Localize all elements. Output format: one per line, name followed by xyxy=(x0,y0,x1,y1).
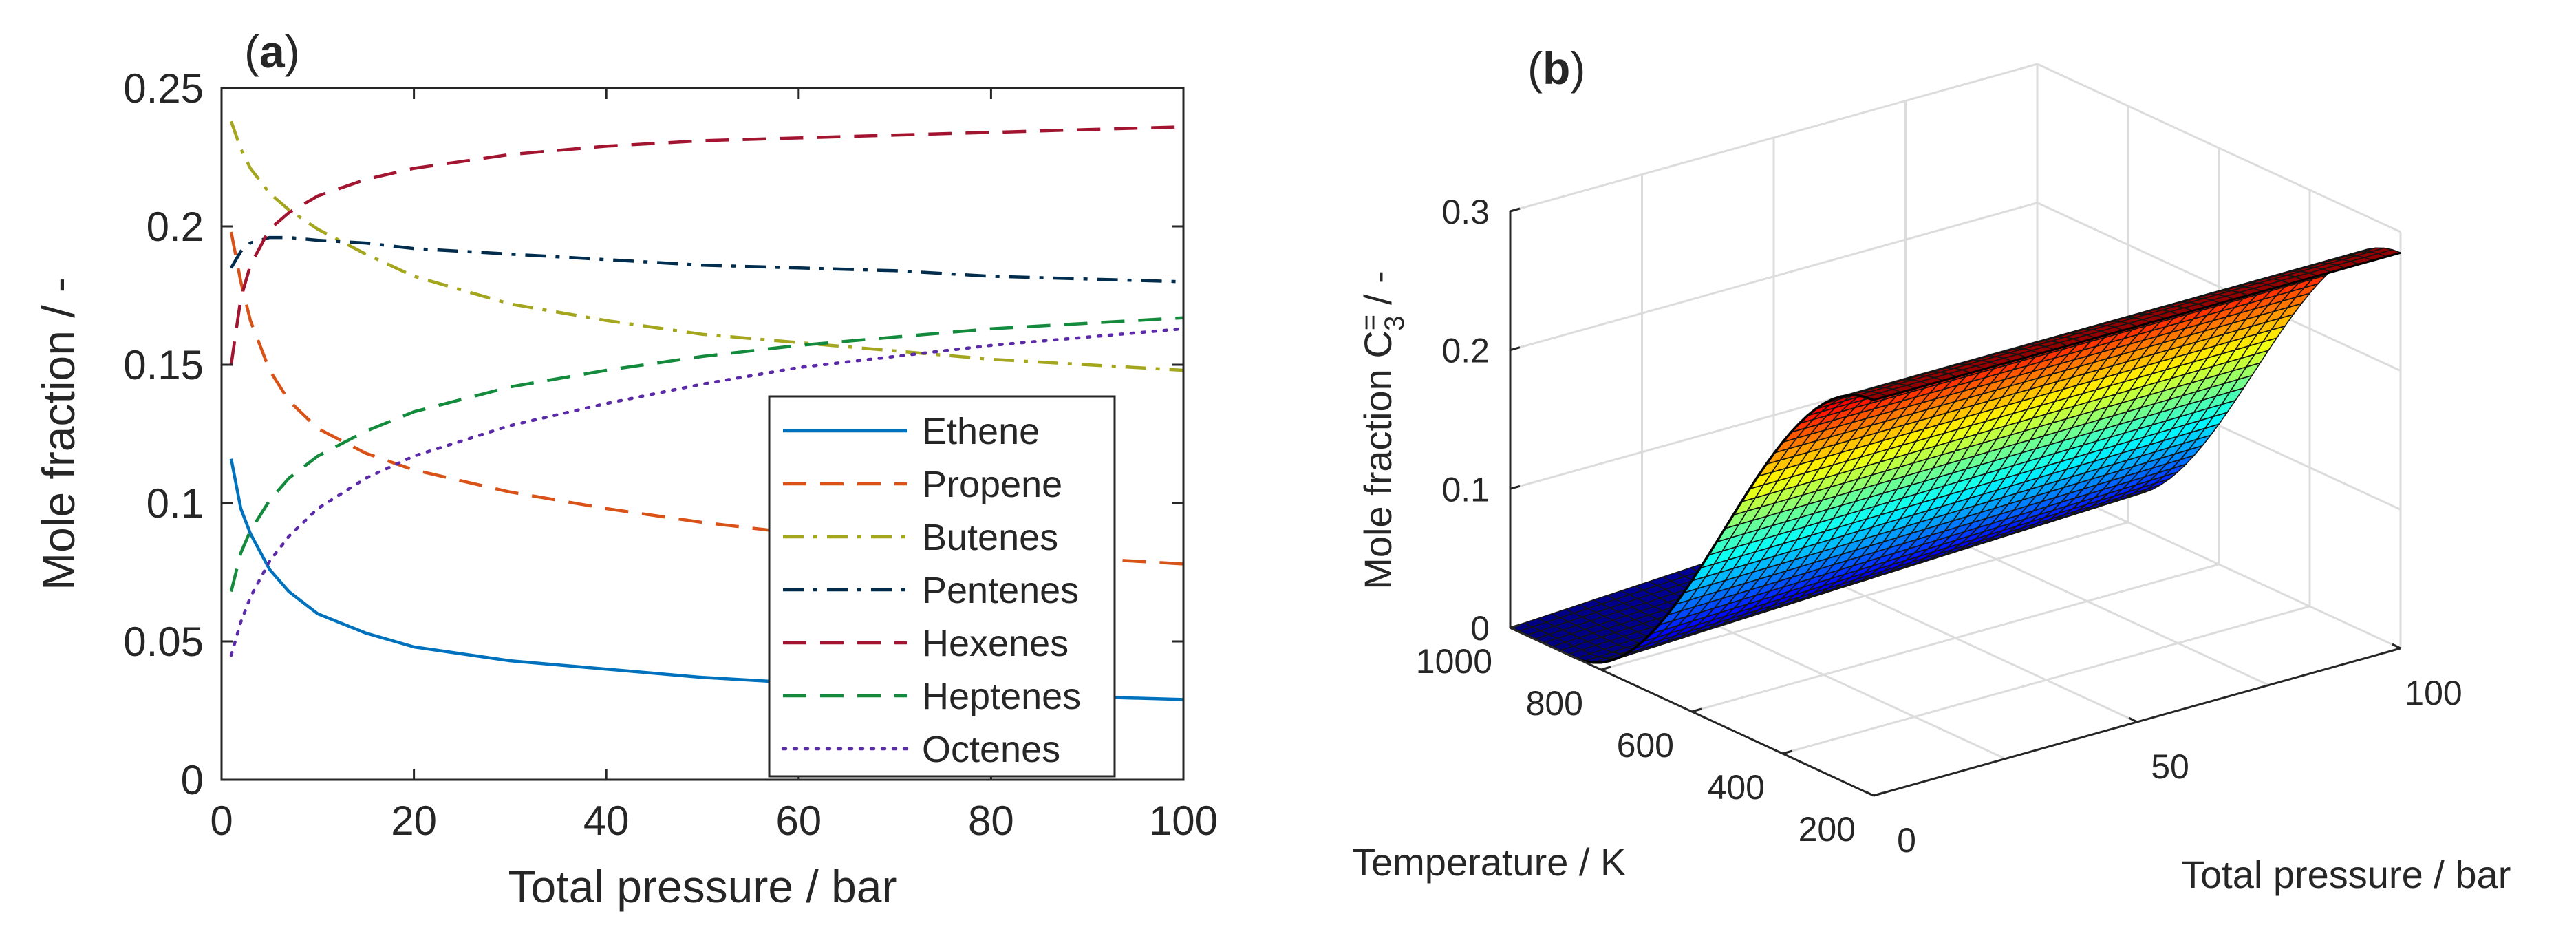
temperature-tick-label-2: 600 xyxy=(1617,726,1674,765)
legend-label-heptenes: Heptenes xyxy=(922,676,1081,717)
y-tick-label-4: 0.2 xyxy=(147,204,204,250)
panel-b-axes: 0 0.1 0.2 0.3 1000 800 600 400 200 0 50 100 xyxy=(1416,193,2462,860)
panel-a-line-chart: (a) 0 20 40 60 80 100 0 0.05 0.1 0.15 0.2 0.25 Tota… xyxy=(33,26,1218,912)
panel-a-axes-box xyxy=(220,87,1185,781)
z-tick-label-1: 0.1 xyxy=(1441,470,1490,509)
legend-label-propene: Propene xyxy=(922,464,1062,505)
grid-line-16 xyxy=(2037,202,2401,372)
panel-a-x-axis-label: Total pressure / bar xyxy=(508,861,897,912)
legend-label-hexenes: Hexenes xyxy=(922,623,1069,664)
temperature-tick-mark-4 xyxy=(1873,791,1884,797)
panel-b-y-axis-label: Total pressure / bar xyxy=(2181,853,2511,896)
panel-a-legend: Ethene Propene Butenes Pentenes Hexenes Hepte… xyxy=(768,395,1116,778)
temperature-tick-mark-3 xyxy=(1782,749,1793,755)
y-tick-label-5: 0.25 xyxy=(123,65,204,111)
legend-label-butenes: Butenes xyxy=(922,517,1058,558)
surface-low-t-edge xyxy=(1873,251,2401,401)
y-tick-label-2: 0.1 xyxy=(147,480,204,526)
y-tick-label-0: 0 xyxy=(181,757,204,803)
z-tick-mark-3 xyxy=(1510,207,1521,213)
pressure-tick-mark-2 xyxy=(2392,643,2401,650)
panel-a-y-axis-label: Mole fraction / - xyxy=(33,277,84,590)
pressure-tick-mark-1 xyxy=(2128,716,2138,723)
x-tick-label-0: 0 xyxy=(210,798,233,844)
z-tick-label-2: 0.2 xyxy=(1441,332,1490,370)
temperature-tick-mark-1 xyxy=(1600,666,1611,671)
y-tick-label-3: 0.15 xyxy=(123,342,204,388)
z-tick-label-3: 0.3 xyxy=(1441,193,1490,231)
legend-box xyxy=(768,395,1116,778)
series-line-octenes xyxy=(229,327,1185,657)
grid-line-17 xyxy=(2037,63,2401,233)
grid-line-8 xyxy=(1510,63,2038,213)
legend-label-ethene: Ethene xyxy=(922,411,1040,452)
panel-b-z-axis-label: Mole fraction C=3 / - xyxy=(1355,270,1410,590)
z-tick-mark-2 xyxy=(1510,346,1521,352)
temperature-tick-label-3: 400 xyxy=(1708,768,1765,807)
x-tick-label-5: 100 xyxy=(1149,798,1218,844)
panel-a-label: (a) xyxy=(244,26,300,77)
x-tick-label-3: 60 xyxy=(775,798,822,844)
panel-a-ticks: 0 20 40 60 80 100 0 0.05 0.1 0.15 0.2 0.25 xyxy=(123,65,1218,844)
panel-b-surface-chart: (b) 0 0.1 0.2 0.3 1000 800 600 400 200 0 50 100 Mol… xyxy=(1352,43,2511,896)
temperature-tick-label-1: 800 xyxy=(1526,684,1583,723)
legend-label-octenes: Octenes xyxy=(922,729,1060,770)
temperature-tick-label-4: 200 xyxy=(1799,810,1856,849)
temperature-tick-mark-0 xyxy=(1510,624,1521,629)
legend-label-pentenes: Pentenes xyxy=(922,570,1079,611)
grid-line-7 xyxy=(1510,202,2038,352)
x-tick-label-1: 20 xyxy=(391,798,437,844)
pressure-tick-label-0: 0 xyxy=(1897,821,1916,860)
z-tick-label-0: 0 xyxy=(1470,609,1490,648)
pressure-tick-label-1: 50 xyxy=(2151,747,2189,786)
z-tick-mark-1 xyxy=(1510,485,1521,490)
panel-b-x-axis-label: Temperature / K xyxy=(1352,840,1626,884)
panel-b-label: (b) xyxy=(1527,43,1585,94)
y-tick-label-1: 0.05 xyxy=(123,619,204,665)
temperature-tick-mark-2 xyxy=(1691,707,1702,713)
pressure-tick-label-2: 100 xyxy=(2405,674,2462,712)
series-line-heptenes xyxy=(229,316,1184,593)
pressure-tick-mark-0 xyxy=(1865,790,1874,797)
x-tick-label-4: 80 xyxy=(968,798,1014,844)
x-tick-label-2: 40 xyxy=(583,798,630,844)
series-line-hexenes xyxy=(229,125,1184,365)
temperature-tick-label-0: 1000 xyxy=(1416,642,1492,681)
panel-b-surface xyxy=(1510,247,2401,664)
